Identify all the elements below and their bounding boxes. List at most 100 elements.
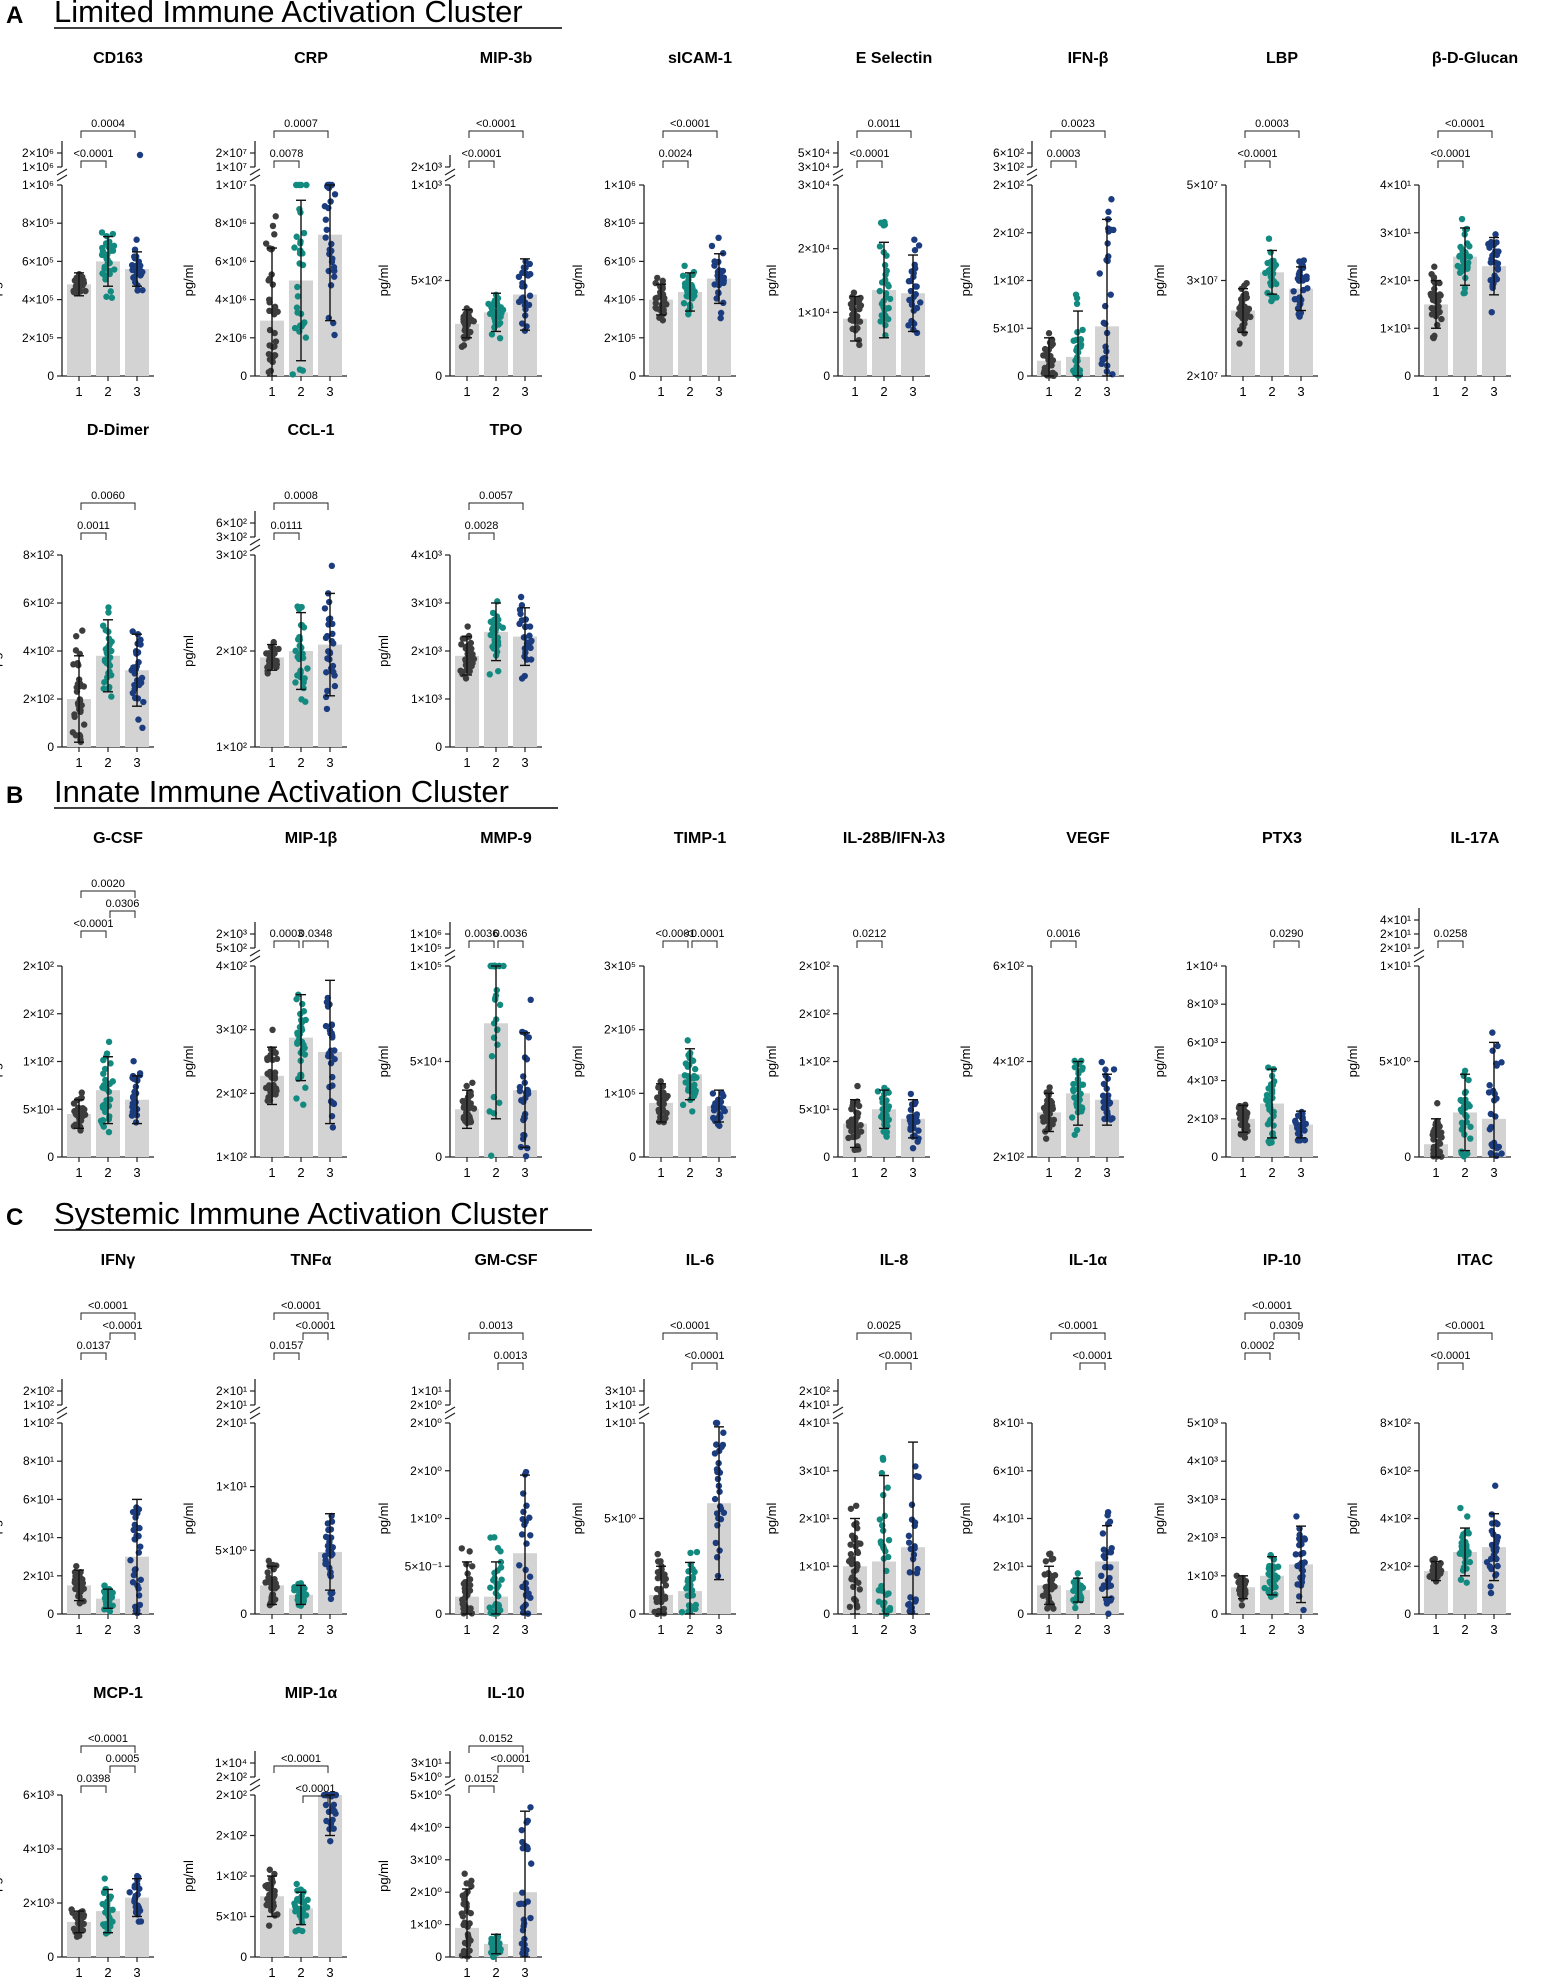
data-point	[913, 304, 921, 312]
data-point	[1265, 235, 1273, 242]
y-tick-label-upper: 5×10²	[216, 941, 247, 955]
data-point	[1429, 1556, 1436, 1564]
data-point	[1463, 1565, 1470, 1572]
data-point	[487, 1584, 494, 1591]
y-tick-label: 1×10⁴	[798, 305, 830, 319]
data-point	[105, 1128, 113, 1136]
x-tick-label: 2	[1461, 384, 1468, 399]
data-point	[882, 321, 889, 329]
data-point	[718, 1090, 726, 1097]
y-axis-label: pg/ml	[0, 1502, 3, 1534]
data-point	[1237, 1583, 1244, 1591]
y-tick-label: 2×10⁵	[22, 331, 54, 345]
data-point	[852, 1502, 860, 1509]
data-point	[847, 1505, 855, 1512]
y-tick-label-upper: 4×10¹	[1380, 913, 1411, 927]
chart-title: VEGF	[1066, 830, 1110, 847]
y-tick-label-upper: 3×10¹	[411, 1756, 442, 1770]
data-point	[1098, 360, 1105, 368]
y-tick-label: 1×10¹	[1380, 321, 1411, 335]
y-axis-label: pg/ml	[1152, 1502, 1167, 1534]
data-point	[129, 266, 136, 274]
y-tick-label: 0	[435, 740, 442, 754]
data-point	[905, 322, 912, 329]
x-tick-label: 3	[521, 1165, 528, 1180]
chart-title: IL-1α	[1069, 1252, 1107, 1269]
y-tick-label: 5×10⁰	[215, 1543, 247, 1557]
data-point	[74, 680, 82, 688]
data-point	[849, 325, 856, 333]
p-value-label: <0.0001	[684, 1350, 724, 1362]
chart-title: ITAC	[1457, 1252, 1494, 1269]
y-tick-label: 6×10²	[23, 596, 54, 610]
y-axis-label: pg/ml	[1152, 264, 1167, 296]
significance-bracket	[302, 1332, 329, 1340]
y-tick-label: 2×10²	[216, 644, 247, 658]
data-point	[300, 1101, 307, 1108]
data-point	[1489, 1029, 1496, 1036]
data-point	[1233, 1572, 1240, 1579]
p-value-label: 0.0024	[659, 148, 693, 160]
data-point	[327, 1060, 335, 1067]
data-point	[137, 1543, 144, 1550]
data-point	[138, 674, 146, 682]
data-point	[516, 1900, 523, 1908]
p-value-label: <0.0001	[281, 1300, 321, 1312]
data-point	[99, 270, 106, 277]
data-point	[132, 1514, 139, 1521]
data-point	[486, 310, 494, 318]
significance-bracket	[662, 160, 689, 168]
data-point	[299, 1047, 306, 1054]
data-point	[271, 1582, 278, 1589]
data-point	[527, 1804, 534, 1811]
significance-bracket	[1437, 1332, 1493, 1340]
y-tick-label-upper: 2×10¹	[216, 1384, 247, 1398]
y-axis-label: pg/ml	[764, 1502, 779, 1534]
data-point	[108, 693, 115, 700]
y-tick-label-upper: 2×10³	[411, 160, 442, 174]
y-axis-label: pg/ml	[376, 264, 391, 296]
data-point	[1045, 330, 1053, 337]
data-point	[331, 273, 338, 280]
section-title: Innate Immune Activation Cluster	[54, 774, 509, 809]
y-tick-label: 4×10²	[216, 959, 247, 973]
data-point	[103, 293, 110, 300]
panel-letter-C: C	[6, 1204, 23, 1231]
y-tick-label: 0	[1404, 1607, 1411, 1621]
data-point	[491, 995, 499, 1002]
chart-β-D-Glucan: β-D-Glucan 0 1×10¹ 2×10¹ 3×10¹ 4×10¹ pg/ml 1 2 3 <…	[1345, 50, 1518, 399]
data-point	[1301, 1127, 1308, 1134]
x-tick-label: 3	[326, 1622, 333, 1637]
y-tick-label: 3×10⁵	[604, 959, 636, 973]
data-point	[266, 1866, 273, 1873]
x-tick-label: 1	[1239, 384, 1246, 399]
y-tick-label: 4×10¹	[23, 1531, 54, 1545]
data-point	[855, 297, 863, 304]
data-point	[460, 1113, 468, 1121]
axis-break	[56, 168, 68, 182]
significance-bracket	[1244, 130, 1300, 138]
data-point	[878, 1469, 886, 1477]
p-value-label: <0.0001	[476, 118, 516, 130]
data-point	[655, 1084, 662, 1091]
p-value-label: <0.0001	[1445, 118, 1485, 130]
data-point	[1072, 291, 1080, 298]
y-tick-label-upper: 1×10⁵	[410, 941, 442, 955]
data-point	[518, 1940, 526, 1947]
x-tick-label: 2	[1461, 1622, 1468, 1637]
y-axis-label: pg/ml	[181, 264, 196, 296]
y-tick-label: 8×10⁶	[215, 216, 247, 230]
data-point	[879, 1527, 887, 1534]
data-point	[139, 724, 146, 732]
data-point	[652, 299, 660, 307]
y-tick-label: 3×10³	[1187, 1492, 1218, 1506]
data-point	[1105, 208, 1112, 216]
data-point	[269, 222, 277, 230]
significance-bracket	[273, 1312, 329, 1320]
data-point	[302, 1084, 309, 1091]
data-point	[708, 242, 716, 250]
data-point	[467, 1909, 474, 1917]
data-point	[855, 336, 863, 344]
